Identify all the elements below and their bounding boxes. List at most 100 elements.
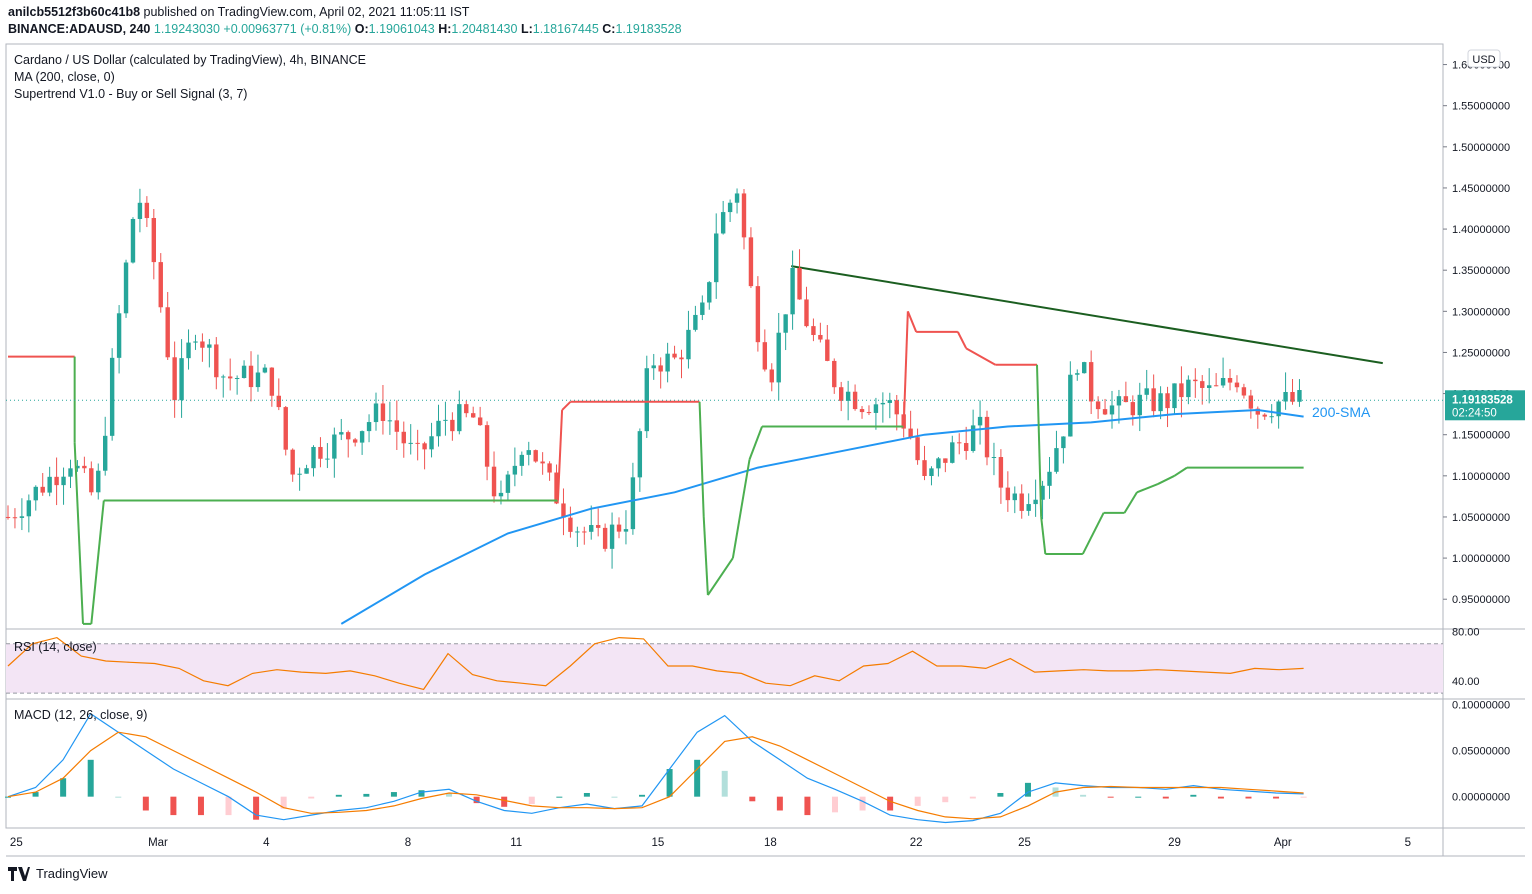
candle-body	[359, 431, 365, 443]
macd-histogram-bar	[1135, 796, 1142, 798]
candle-body	[894, 400, 899, 415]
candle-body	[1172, 383, 1177, 409]
candle-body	[998, 457, 1004, 488]
candle-body	[186, 342, 191, 359]
candle-body	[1248, 395, 1254, 409]
candle-body	[380, 403, 386, 421]
macd-histogram-bar	[694, 759, 701, 797]
candle-body	[1082, 362, 1087, 374]
last-price-label: 1.19183528	[1452, 394, 1513, 406]
candle-body	[443, 419, 448, 421]
candle-body	[1213, 385, 1219, 387]
candle-body	[318, 446, 323, 459]
supertrend-segment	[707, 557, 734, 596]
candle-body	[1075, 373, 1080, 375]
candle-body	[811, 326, 816, 335]
candle-body	[852, 391, 858, 410]
rsi-band	[6, 643, 1443, 694]
candle-body	[207, 344, 212, 348]
legend-supertrend[interactable]: Supertrend V1.0 - Buy or Sell Signal (3,…	[14, 87, 248, 101]
candle-body	[297, 473, 302, 475]
candle-body	[547, 463, 552, 473]
candle-body	[484, 425, 490, 467]
rsi-tick-label: 40.00	[1452, 676, 1480, 688]
supertrend-segment	[1173, 466, 1188, 477]
macd-histogram-bar	[1273, 796, 1280, 799]
supertrend-segment	[561, 401, 572, 411]
footer-brand[interactable]: TradingView	[8, 866, 108, 881]
candle-body	[825, 339, 830, 361]
legend-ma[interactable]: MA (200, close, 0)	[14, 70, 115, 84]
low-value: 1.18167445	[532, 22, 599, 36]
supertrend-segment	[956, 331, 968, 349]
author-name[interactable]: anilcb5512f3b60c41b8	[8, 5, 141, 19]
candle-body	[234, 378, 240, 380]
macd-histogram-bar	[335, 794, 342, 797]
resistance-trendline	[791, 265, 1383, 365]
price-tick-label: 1.15000000	[1452, 430, 1510, 442]
candle-body	[700, 302, 705, 315]
candle-body	[332, 434, 337, 459]
supertrend-segment	[748, 426, 763, 460]
candle-body	[1262, 414, 1267, 417]
candle-body	[47, 476, 52, 493]
price-tick-label: 1.55000000	[1452, 101, 1510, 113]
macd-histogram-bar	[666, 769, 673, 797]
candle-body	[1054, 448, 1059, 472]
candle-body	[505, 474, 511, 493]
candle-body	[1158, 393, 1163, 412]
candle-body	[714, 233, 719, 283]
candle-body	[1186, 379, 1191, 398]
low-label: L:	[520, 22, 533, 36]
candle-body	[616, 524, 622, 532]
supertrend-segment	[90, 500, 105, 624]
candle-body	[1095, 401, 1101, 410]
candle-body	[1109, 405, 1115, 415]
candle-body	[1137, 394, 1142, 416]
price-tick-label: 1.50000000	[1452, 142, 1510, 154]
price-tick-label: 1.40000000	[1452, 224, 1510, 236]
macd-histogram-bar	[5, 796, 11, 798]
candle-body	[401, 431, 406, 444]
supertrend-segment	[1136, 483, 1159, 494]
chart-header: anilcb5512f3b60c41b8 published on Tradin…	[8, 4, 682, 38]
candle-body	[623, 529, 629, 532]
macd-histogram-bar	[804, 796, 811, 816]
candle-body	[1283, 392, 1288, 402]
candle-body	[387, 420, 393, 422]
legend-title[interactable]: Cardano / US Dollar (calculated by Tradi…	[14, 53, 367, 67]
legend-rsi[interactable]: RSI (14, close)	[14, 640, 97, 654]
candle-body	[575, 531, 580, 533]
candle-body	[658, 365, 663, 372]
candle-body	[776, 332, 781, 383]
candle-body	[727, 202, 733, 213]
countdown-label: 02:24:50	[1452, 407, 1497, 419]
macd-histogram-bar	[225, 796, 232, 816]
candle-body	[602, 527, 608, 549]
supertrend-segment	[1123, 491, 1138, 514]
symbol-label: BINANCE:ADAUSD, 240	[8, 22, 151, 36]
macd-histogram-bar	[1300, 796, 1307, 798]
candle-body	[832, 360, 837, 388]
macd-histogram-bar	[721, 770, 728, 797]
candle-body	[568, 517, 573, 532]
legend-macd[interactable]: MACD (12, 26, close, 9)	[14, 708, 148, 722]
candle-body	[1290, 392, 1295, 402]
macd-histogram-bar	[887, 796, 894, 811]
currency-badge	[1467, 49, 1501, 68]
price-tick-label: 1.30000000	[1452, 306, 1510, 318]
candle-body	[311, 446, 316, 469]
tradingview-logo-icon	[8, 866, 30, 881]
time-tick-label: Mar	[148, 837, 168, 849]
candle-body	[915, 437, 920, 461]
candle-body	[1019, 493, 1024, 511]
candle-body	[720, 212, 726, 234]
candle-body	[1047, 471, 1052, 486]
candle-body	[477, 417, 483, 426]
candle-body	[436, 420, 441, 437]
open-label: O:	[354, 22, 369, 36]
candle-body	[40, 486, 45, 493]
supertrend-segment	[73, 442, 84, 624]
candle-body	[644, 368, 649, 432]
